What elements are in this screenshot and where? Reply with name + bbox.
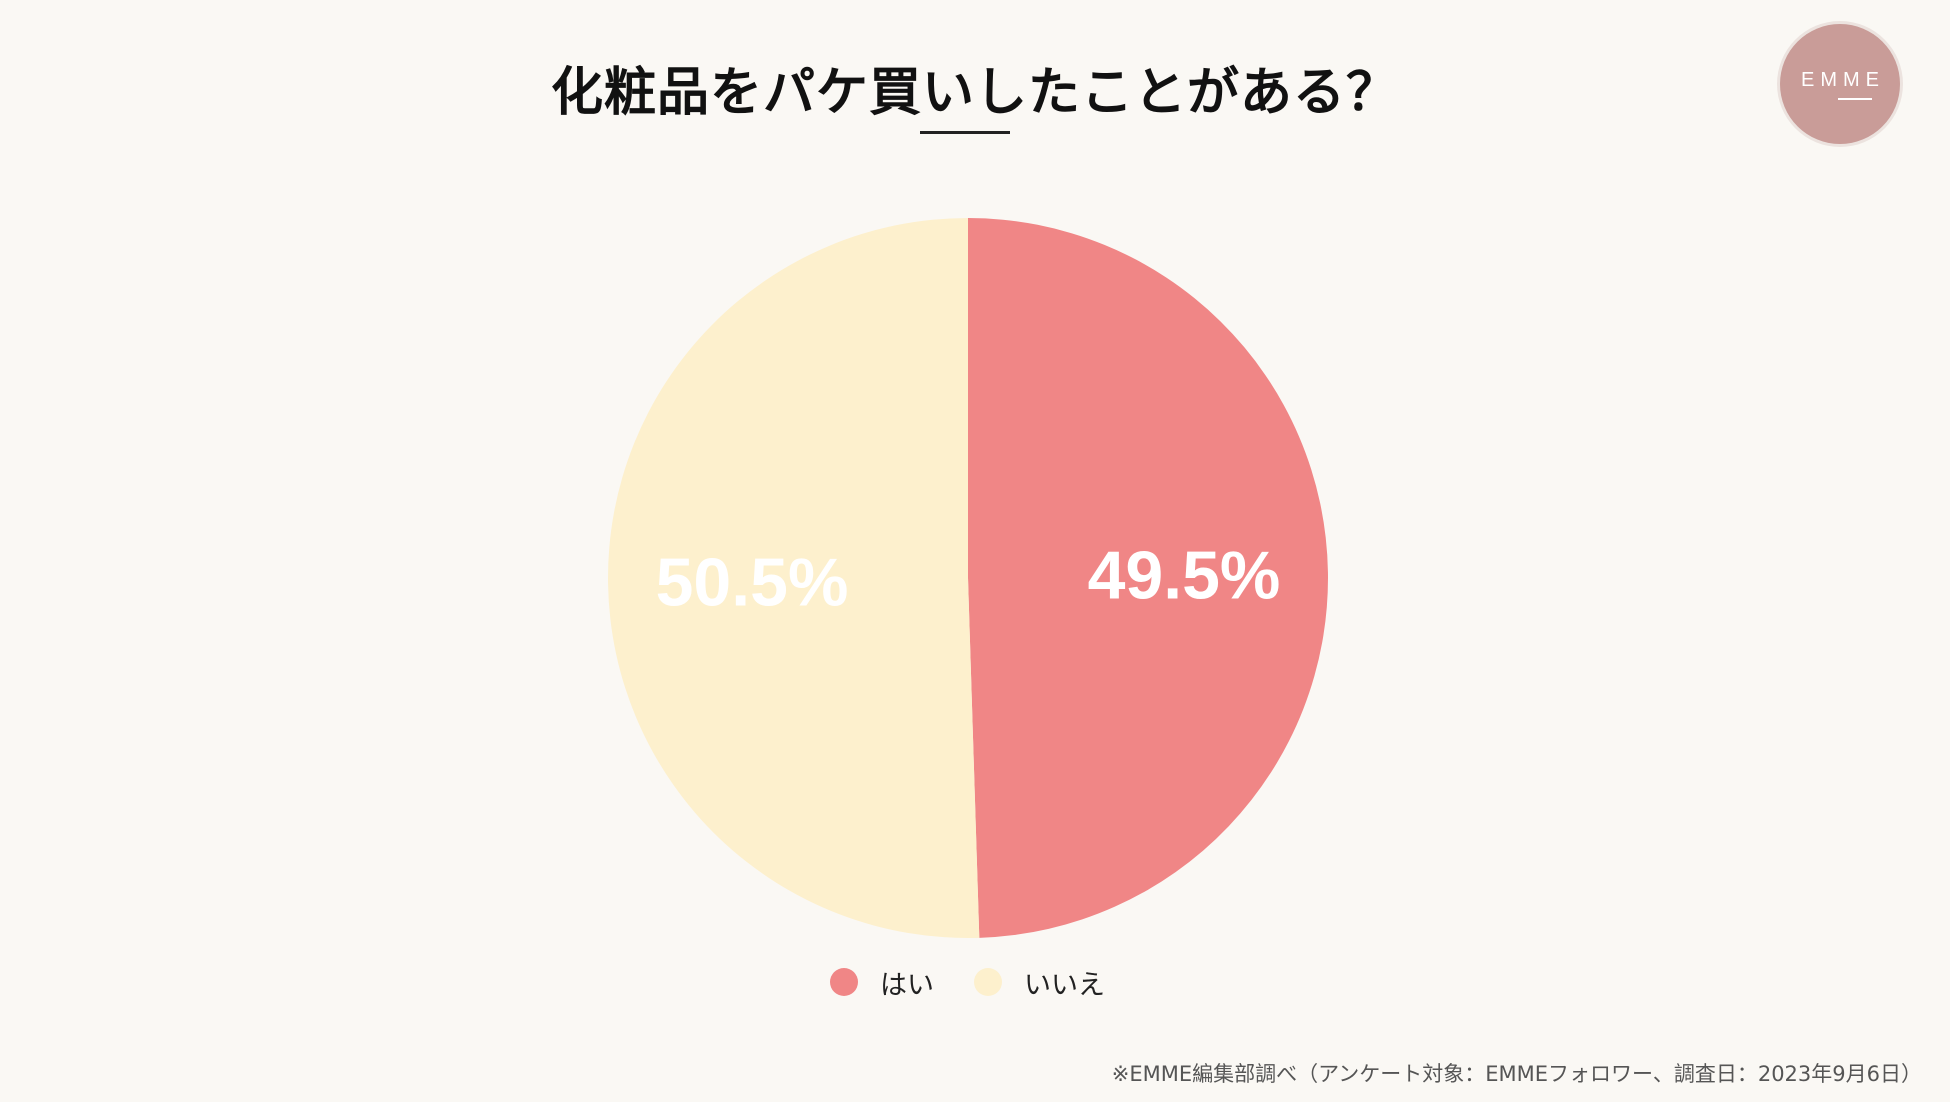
legend-item-no: いいえ <box>974 963 1105 1002</box>
chart-title: 化粧品をパケ買いしたことがある？ <box>550 63 1399 123</box>
legend-item-yes: はい <box>830 963 934 1002</box>
pie-slice-1 <box>608 218 980 938</box>
legend-swatch-yes <box>830 968 858 996</box>
logo-text: EMME <box>1801 68 1885 91</box>
pie-slice-0 <box>968 218 1329 938</box>
slice-label-0: 49.5% <box>1088 538 1281 614</box>
title-underline <box>920 131 1010 134</box>
legend-label-no: いいえ <box>1024 969 1105 1001</box>
legend: はい いいえ <box>830 962 1145 1002</box>
logo-underline <box>1838 97 1872 100</box>
slice-label-1: 50.5% <box>656 544 849 620</box>
emme-logo: EMME <box>1780 24 1900 144</box>
footnote: ※EMME編集部調べ（アンケート対象：EMMEフォロワー、調査日：2023年9月… <box>1111 1062 1922 1086</box>
legend-label-yes: はい <box>880 969 934 1001</box>
legend-swatch-no <box>974 968 1002 996</box>
